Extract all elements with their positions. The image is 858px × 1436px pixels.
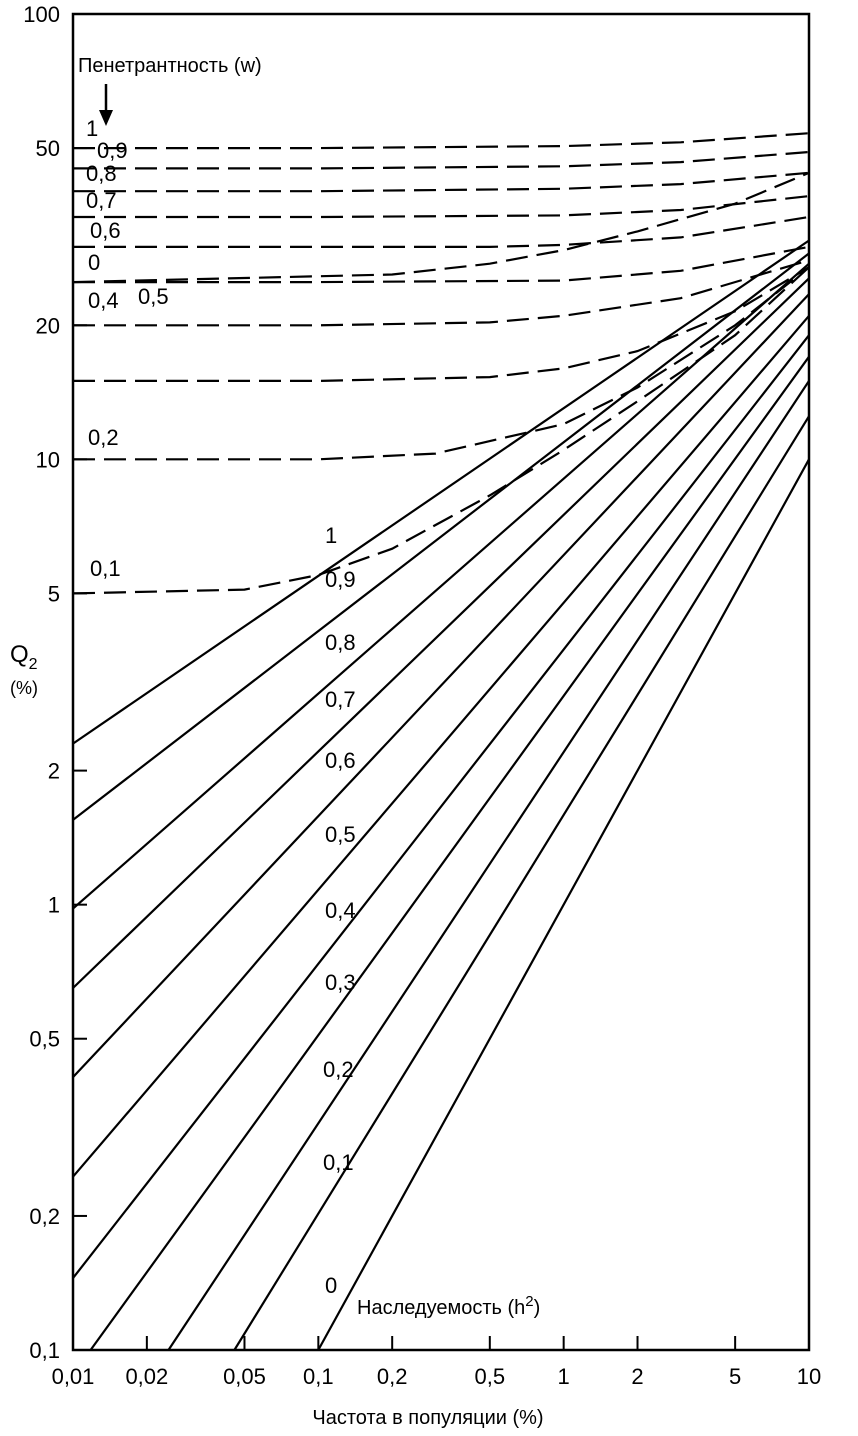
penetrance-curve bbox=[73, 266, 810, 382]
heritability-title: Наследуемость (h2) bbox=[357, 1293, 540, 1319]
heritability-label: 0,9 bbox=[325, 567, 356, 592]
heritability-label: 0,7 bbox=[325, 687, 356, 712]
heritability-label: 0,4 bbox=[325, 898, 356, 923]
penetrance-label: 0,8 bbox=[86, 161, 117, 186]
penetrance-label: 0,4 bbox=[88, 288, 119, 313]
penetrance-curve bbox=[73, 132, 810, 150]
penetrance-curve bbox=[73, 215, 810, 248]
x-tick-label: 0,01 bbox=[52, 1364, 95, 1389]
penetrance-curve bbox=[73, 171, 810, 193]
heritability-label: 0 bbox=[325, 1273, 337, 1298]
penetrance-title-text: Пенетрантность (w) bbox=[78, 55, 262, 77]
heritability-label: 0,8 bbox=[325, 630, 356, 655]
x-tick-label: 0,5 bbox=[475, 1364, 506, 1389]
heritability-line bbox=[72, 262, 810, 910]
heritability-line bbox=[89, 356, 810, 1351]
curve-labels: 10,90,80,70,60,50,40,30,20,1010,90,80,70… bbox=[86, 116, 356, 1298]
penetrance-curve bbox=[72, 171, 810, 284]
penetrance-curve bbox=[73, 266, 810, 461]
x-tick-label: 2 bbox=[631, 1364, 643, 1389]
heritability-label: 0,2 bbox=[323, 1057, 354, 1082]
x-tick-label: 0,02 bbox=[125, 1364, 168, 1389]
heritability-label: 0,6 bbox=[325, 748, 356, 773]
plot-frame bbox=[71, 12, 811, 1352]
x-tick-label: 1 bbox=[558, 1364, 570, 1389]
x-axis-ticks: 0,01 0,02 0,05 0,1 0,2 0,5 1 2 5 10 bbox=[52, 1336, 821, 1389]
y-axis-unit: (%) bbox=[10, 678, 38, 698]
x-tick-label: 0,2 bbox=[377, 1364, 408, 1389]
y-axis-title-main: Q bbox=[10, 641, 29, 668]
heritability-label: 0,5 bbox=[325, 822, 356, 847]
penetrance-curve bbox=[73, 259, 810, 327]
penetrance-label: 0 bbox=[88, 250, 100, 275]
y-tick-label: 100 bbox=[23, 2, 60, 27]
penetrance-curve bbox=[73, 150, 810, 170]
y-tick-label: 1 bbox=[48, 893, 60, 918]
heritability-line bbox=[72, 334, 810, 1279]
penetrance-curve bbox=[73, 245, 810, 284]
x-axis-title: Частота в популяции (%) bbox=[312, 1407, 543, 1429]
heritability-line bbox=[167, 380, 810, 1351]
heritability-line bbox=[72, 293, 810, 1078]
penetrance-label: 0,5 bbox=[138, 284, 169, 309]
x-tick-label: 0,1 bbox=[303, 1364, 334, 1389]
y-tick-label: 2 bbox=[48, 759, 60, 784]
penetrance-title: Пенетрантность (w) bbox=[78, 55, 262, 126]
heritability-title-text: Наследуемость (h bbox=[357, 1297, 525, 1319]
penetrance-curve bbox=[72, 266, 810, 595]
heritability-label: 0,1 bbox=[323, 1150, 354, 1175]
y-axis-title-sub: 2 bbox=[29, 656, 38, 673]
heritability-line bbox=[317, 458, 810, 1351]
x-tick-label: 10 bbox=[797, 1364, 821, 1389]
heritability-line bbox=[72, 315, 810, 1178]
heritability-title-close: ) bbox=[534, 1297, 541, 1319]
y-tick-label: 0,5 bbox=[29, 1027, 60, 1052]
y-tick-label: 0,2 bbox=[29, 1204, 60, 1229]
down-arrow-icon bbox=[99, 84, 113, 126]
penetrance-label: 0,6 bbox=[90, 218, 121, 243]
heritability-title-sup: 2 bbox=[525, 1293, 533, 1310]
heritability-line bbox=[72, 252, 810, 821]
y-tick-label: 10 bbox=[36, 447, 60, 472]
penetrance-label: 0,2 bbox=[88, 425, 119, 450]
heritability-line bbox=[233, 415, 810, 1351]
x-tick-label: 0,05 bbox=[223, 1364, 266, 1389]
y-tick-label: 20 bbox=[36, 313, 60, 338]
y-tick-label: 50 bbox=[36, 136, 60, 161]
penetrance-label: 0,9 bbox=[97, 138, 128, 163]
heritability-line bbox=[72, 277, 810, 989]
x-tick-label: 5 bbox=[729, 1364, 741, 1389]
y-tick-label: 0,1 bbox=[29, 1338, 60, 1363]
penetrance-curve bbox=[73, 195, 810, 219]
penetrance-label: 1 bbox=[86, 116, 98, 141]
series-layer bbox=[72, 132, 810, 1351]
heritability-label: 0,3 bbox=[325, 970, 356, 995]
heritability-label: 1 bbox=[325, 523, 337, 548]
plot-area: 0,01 0,02 0,05 0,1 0,2 0,5 1 2 5 10 0,10,20,51251… bbox=[23, 2, 821, 1389]
y-tick-label: 5 bbox=[48, 581, 60, 606]
svg-text:Q2: Q2 bbox=[10, 641, 38, 673]
y-axis-ticks: 0,1 0,2 0,5 1 2 5 10 20 50 100 bbox=[23, 2, 87, 1363]
penetrance-label: 0,1 bbox=[90, 556, 121, 581]
penetrance-label: 0,7 bbox=[86, 188, 117, 213]
y-axis-title: Q2 (%) bbox=[10, 641, 38, 698]
heritability-line bbox=[72, 239, 810, 745]
